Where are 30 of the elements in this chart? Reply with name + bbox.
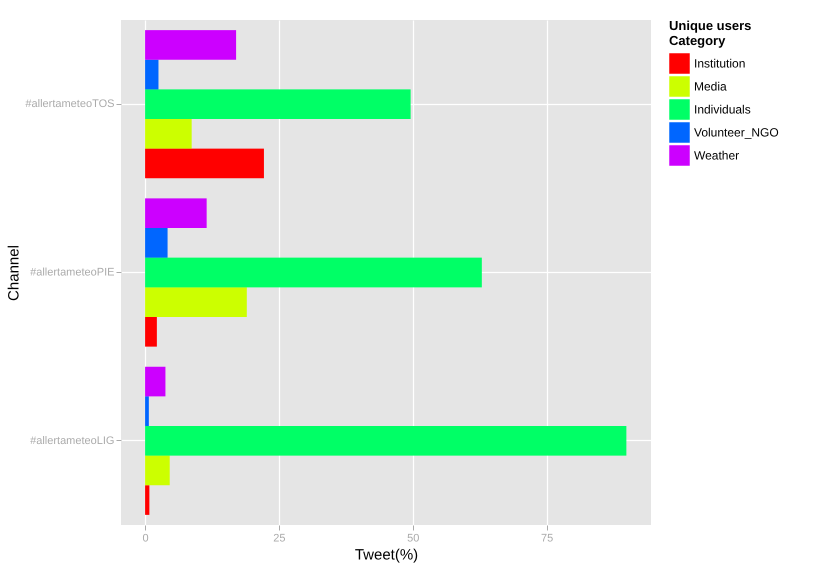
y-axis-title: Channel: [5, 245, 22, 301]
legend-title: Unique users Category: [669, 18, 752, 48]
bar: [145, 198, 207, 228]
bar: [145, 228, 168, 258]
bar: [145, 485, 150, 515]
bar: [145, 89, 411, 119]
x-axis-title: Tweet(%): [354, 546, 418, 564]
bar: [145, 148, 264, 178]
y-tick-label: #allertameteoPIE: [30, 266, 114, 278]
legend-label: Individuals: [694, 102, 751, 116]
bar: [145, 456, 170, 486]
bar: [145, 118, 192, 149]
legend-label: Media: [694, 80, 728, 94]
bar: [145, 366, 166, 396]
y-tick-label: #allertameteoLIG: [30, 434, 114, 447]
legend-label: Volunteer_NGO: [694, 126, 779, 140]
x-tick-label: 75: [540, 532, 554, 544]
bar: [145, 316, 157, 347]
legend-label: Weather: [694, 148, 740, 162]
bar: [145, 287, 247, 317]
bar: [145, 426, 626, 456]
x-tick-label: 50: [407, 532, 420, 544]
x-tick-label: 25: [273, 532, 286, 544]
y-tick-label: #allertameteoTOS: [25, 98, 114, 110]
bar: [145, 30, 236, 60]
legend-label: Institution: [694, 56, 746, 70]
bar: [145, 258, 482, 288]
x-tick-label: 0: [142, 532, 149, 544]
bar: [145, 396, 149, 426]
bar: [145, 60, 158, 90]
